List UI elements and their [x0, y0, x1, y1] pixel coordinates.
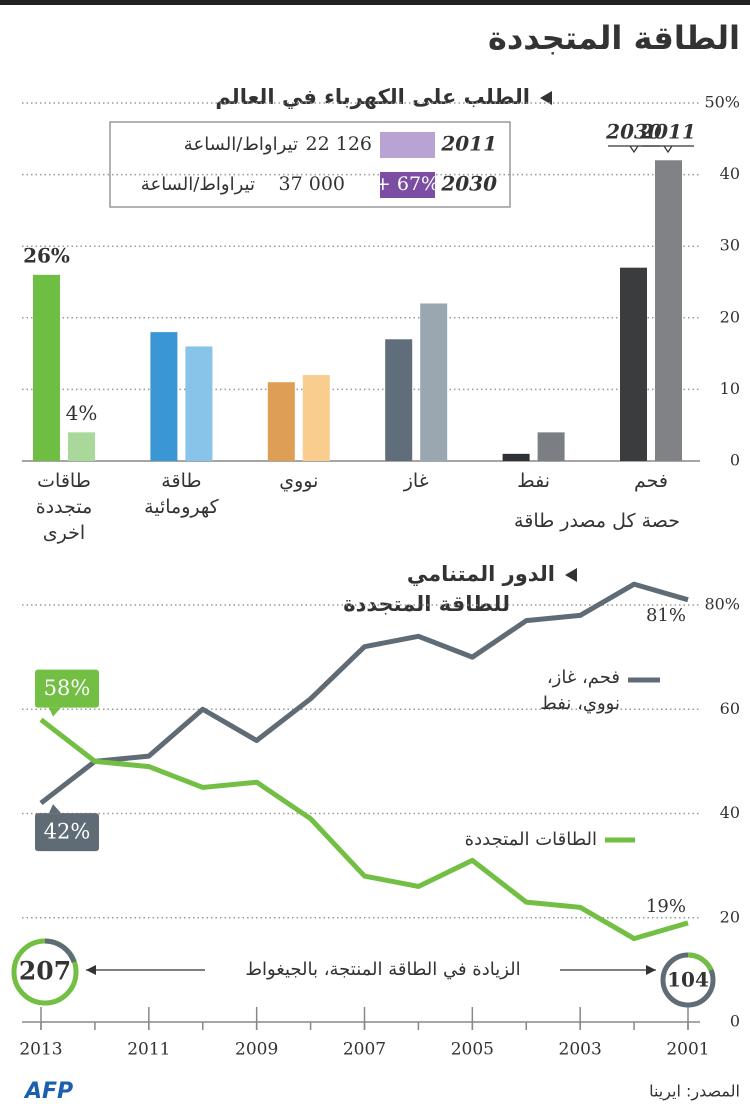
callout-pointer — [49, 707, 61, 717]
legend-value: 22 126 — [306, 133, 372, 155]
data-label: 4% — [66, 401, 98, 425]
x-tick-label: 2009 — [235, 1040, 278, 1060]
bar — [385, 339, 413, 461]
legend-bracket — [642, 145, 694, 154]
subtitle: الدور المتنامي — [407, 562, 555, 586]
y-tick-label: 10 — [720, 379, 740, 398]
bar — [267, 382, 295, 461]
legend-year: 2030 — [440, 172, 497, 196]
x-tick-label: 2001 — [666, 1040, 709, 1060]
x-tick-label: 2007 — [343, 1040, 386, 1060]
y-tick-label: 40 — [720, 803, 740, 822]
x-tick-label: طاقة كهرومائية — [144, 470, 219, 518]
bar — [33, 274, 60, 461]
bar — [655, 160, 682, 461]
legend-bracket — [608, 145, 660, 154]
line — [39, 717, 689, 942]
legend-swatch — [380, 132, 435, 158]
y-tick-label: 20 — [720, 907, 740, 926]
annotation-value: 207 — [19, 957, 71, 986]
legend-swatch — [380, 172, 435, 198]
subtitle: الطلب على الكهرباء في العالم — [215, 85, 530, 109]
annotation-value: 104 — [667, 968, 709, 992]
y-tick-label: 40 — [720, 164, 740, 183]
y-tick-label: 80% — [704, 595, 740, 614]
y-tick-label: 20 — [720, 307, 740, 326]
data-label: 42% — [44, 820, 91, 844]
bar — [150, 332, 178, 461]
data-label: 26% — [23, 243, 70, 267]
legend-label: الطاقات المتجددة — [464, 829, 597, 850]
callout — [35, 669, 99, 708]
label-bg — [205, 958, 560, 982]
x-tick-label: نفط — [517, 470, 551, 492]
circle-arc — [687, 952, 714, 972]
legend-unit: تيراواط/الساعة — [184, 134, 298, 155]
callout — [35, 813, 99, 852]
y-tick-label: 0 — [730, 1012, 740, 1031]
legend-year: 2011 — [440, 132, 497, 156]
data-label: 19% — [646, 896, 686, 917]
bar — [620, 267, 647, 461]
circle-arc — [44, 938, 77, 963]
x-tick-label: 2011 — [127, 1040, 170, 1060]
annotation: الزيادة في الطاقة المنتجة، بالجيغواط — [245, 959, 520, 980]
x-tick-label: 2003 — [559, 1040, 602, 1060]
marker — [565, 568, 577, 582]
x-tick-label: طاقات متجددة اخرى — [35, 470, 93, 544]
x-tick-label: فحم — [634, 470, 668, 492]
source: المصدر: ايرينا — [649, 1082, 740, 1102]
x-tick-label: نووي — [279, 470, 319, 492]
callout-pointer — [49, 804, 61, 814]
bar — [302, 375, 330, 461]
subtitle: للطاقة المتجددة — [343, 592, 510, 616]
data-label: 58% — [44, 676, 91, 700]
y-tick-label: 50% — [704, 93, 740, 112]
legend-label: 2011 — [639, 120, 696, 144]
legend-value: 37 000 — [279, 173, 345, 195]
legend-label: 2030 — [605, 120, 662, 144]
y-tick-label: 30 — [720, 236, 740, 255]
x-tick-label: 2005 — [451, 1040, 494, 1060]
bar — [502, 453, 530, 461]
x-tick-label: 2013 — [19, 1040, 62, 1060]
marker — [540, 91, 552, 105]
logo: AFP — [23, 1079, 73, 1104]
legend-box — [109, 121, 511, 208]
bar — [537, 432, 565, 461]
legend-label: فحم، غاز، نووي، نفط — [540, 667, 620, 714]
legend-change: + 67% — [375, 173, 439, 195]
bar — [420, 303, 448, 461]
bar — [185, 346, 213, 461]
x-axis-label: حصة كل مصدر طاقة — [514, 510, 680, 532]
y-tick-label: 60 — [720, 699, 740, 718]
x-tick-label: غاز — [403, 470, 429, 492]
title: الطاقة المتجددة — [488, 19, 740, 57]
legend-unit: تيراواط/الساعة — [141, 174, 255, 195]
bar — [68, 432, 95, 461]
data-label: 81% — [646, 605, 686, 626]
line — [39, 581, 689, 806]
y-tick-label: 0 — [730, 451, 740, 470]
top-bar — [0, 0, 750, 5]
